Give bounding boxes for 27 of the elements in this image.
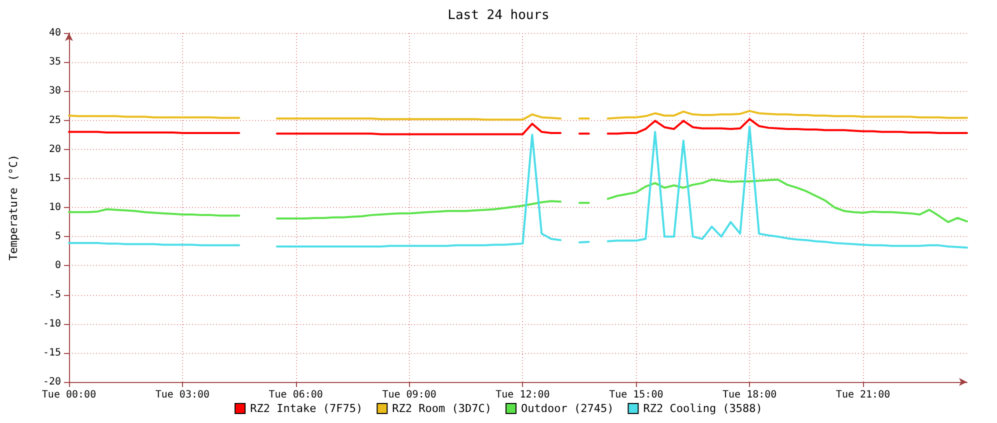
y-tick-label: 35 xyxy=(48,56,61,68)
y-tick-label: 25 xyxy=(48,114,61,126)
y-tick-label: -5 xyxy=(48,289,61,300)
x-tick-label: Tue 03:00 xyxy=(155,390,210,400)
legend-label: RZ2 Intake (7F75) xyxy=(250,402,363,415)
y-tick-label: 40 xyxy=(48,28,61,38)
legend-label: RZ2 Room (3D7C) xyxy=(392,402,492,415)
y-tick-label: 30 xyxy=(48,86,61,97)
legend-label: Outdoor (2745) xyxy=(521,402,614,415)
y-tick-label: -20 xyxy=(42,376,61,388)
y-tick-label: 10 xyxy=(48,202,61,213)
x-tick-label: Tue 09:00 xyxy=(382,390,436,400)
y-tick-label: -10 xyxy=(42,318,61,330)
x-tick-label: Tue 06:00 xyxy=(268,390,323,400)
y-tick-label: -15 xyxy=(42,347,61,358)
x-tick-label: Tue 00:00 xyxy=(42,390,96,400)
legend-label: RZ2 Cooling (3588) xyxy=(643,402,762,415)
x-tick-label: Tue 15:00 xyxy=(609,390,664,400)
y-axis-title: Temperature (°C) xyxy=(7,154,20,260)
y-tick-label: 5 xyxy=(54,231,61,242)
y-tick-label: 20 xyxy=(48,144,61,155)
chart-title: Last 24 hours xyxy=(448,8,550,23)
y-tick-label: 15 xyxy=(48,172,61,184)
x-tick-label: Tue 21:00 xyxy=(836,390,890,400)
x-tick-label: Tue 12:00 xyxy=(496,390,550,400)
x-tick-label: Tue 18:00 xyxy=(722,390,777,400)
y-tick-label: 0 xyxy=(54,260,61,272)
